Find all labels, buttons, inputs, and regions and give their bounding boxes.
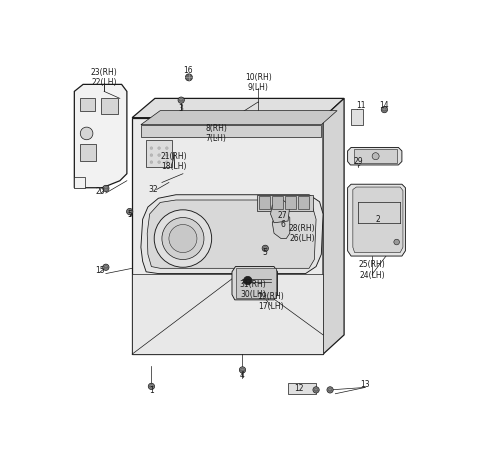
Polygon shape bbox=[271, 200, 290, 223]
Polygon shape bbox=[80, 98, 95, 111]
Circle shape bbox=[394, 239, 399, 245]
Polygon shape bbox=[80, 144, 96, 162]
Circle shape bbox=[150, 154, 153, 157]
Polygon shape bbox=[141, 111, 337, 125]
Polygon shape bbox=[232, 267, 277, 300]
Polygon shape bbox=[354, 149, 396, 163]
Polygon shape bbox=[74, 84, 127, 188]
Circle shape bbox=[158, 154, 160, 157]
Text: 21(RH)
18(LH): 21(RH) 18(LH) bbox=[161, 152, 188, 171]
Circle shape bbox=[150, 161, 153, 163]
Text: 32: 32 bbox=[148, 185, 158, 194]
Polygon shape bbox=[141, 125, 321, 137]
Text: 23(RH)
22(LH): 23(RH) 22(LH) bbox=[91, 68, 118, 87]
Polygon shape bbox=[285, 196, 296, 209]
Text: 14: 14 bbox=[380, 101, 389, 110]
Text: 25(RH)
24(LH): 25(RH) 24(LH) bbox=[359, 260, 385, 280]
Circle shape bbox=[169, 224, 197, 253]
Polygon shape bbox=[298, 196, 309, 209]
Circle shape bbox=[150, 147, 153, 150]
Circle shape bbox=[166, 161, 168, 163]
Circle shape bbox=[158, 147, 160, 150]
Polygon shape bbox=[132, 98, 344, 118]
Circle shape bbox=[327, 387, 333, 393]
Polygon shape bbox=[74, 177, 85, 188]
Circle shape bbox=[262, 245, 268, 252]
Text: 15: 15 bbox=[95, 266, 104, 274]
Circle shape bbox=[166, 147, 168, 150]
Text: 5: 5 bbox=[127, 209, 132, 218]
Text: 2: 2 bbox=[375, 215, 380, 224]
Circle shape bbox=[103, 264, 109, 270]
Circle shape bbox=[240, 367, 246, 373]
Text: 20: 20 bbox=[96, 187, 106, 196]
Circle shape bbox=[158, 161, 160, 163]
Text: 8(RH)
7(LH): 8(RH) 7(LH) bbox=[205, 124, 227, 143]
Text: 16: 16 bbox=[183, 66, 193, 75]
Circle shape bbox=[178, 97, 184, 103]
Polygon shape bbox=[323, 98, 344, 354]
Polygon shape bbox=[146, 141, 172, 167]
Polygon shape bbox=[272, 212, 290, 238]
Text: 11: 11 bbox=[356, 101, 366, 110]
Polygon shape bbox=[351, 109, 363, 125]
Circle shape bbox=[185, 74, 192, 81]
Text: 6: 6 bbox=[280, 220, 285, 229]
Polygon shape bbox=[101, 98, 118, 114]
Text: 27: 27 bbox=[278, 211, 288, 220]
Polygon shape bbox=[348, 184, 406, 256]
Polygon shape bbox=[256, 195, 312, 211]
Circle shape bbox=[127, 208, 133, 215]
Circle shape bbox=[162, 217, 204, 259]
Polygon shape bbox=[288, 383, 316, 394]
Text: 3: 3 bbox=[179, 104, 184, 113]
Polygon shape bbox=[353, 187, 403, 253]
Polygon shape bbox=[132, 273, 323, 354]
Circle shape bbox=[313, 387, 319, 393]
Text: 13: 13 bbox=[360, 380, 370, 389]
Text: 5: 5 bbox=[263, 248, 268, 257]
Text: 12: 12 bbox=[294, 384, 303, 393]
Circle shape bbox=[148, 383, 155, 389]
Polygon shape bbox=[141, 195, 323, 273]
Circle shape bbox=[166, 154, 168, 157]
Polygon shape bbox=[272, 196, 283, 209]
Text: 10(RH)
9(LH): 10(RH) 9(LH) bbox=[245, 73, 272, 92]
Polygon shape bbox=[147, 200, 316, 268]
Circle shape bbox=[80, 127, 93, 140]
Polygon shape bbox=[259, 196, 270, 209]
Circle shape bbox=[381, 106, 387, 113]
Text: 1: 1 bbox=[149, 386, 154, 395]
Circle shape bbox=[103, 185, 109, 192]
Text: 31(RH)
30(LH): 31(RH) 30(LH) bbox=[240, 280, 266, 299]
Text: 4: 4 bbox=[240, 371, 245, 379]
Polygon shape bbox=[236, 268, 276, 298]
Polygon shape bbox=[132, 118, 323, 354]
Circle shape bbox=[243, 276, 252, 285]
Text: 29: 29 bbox=[353, 157, 363, 166]
Polygon shape bbox=[348, 147, 402, 165]
Circle shape bbox=[154, 210, 212, 267]
Text: 28(RH)
26(LH): 28(RH) 26(LH) bbox=[289, 223, 315, 243]
Circle shape bbox=[372, 153, 379, 160]
Text: 19(RH)
17(LH): 19(RH) 17(LH) bbox=[257, 292, 284, 311]
